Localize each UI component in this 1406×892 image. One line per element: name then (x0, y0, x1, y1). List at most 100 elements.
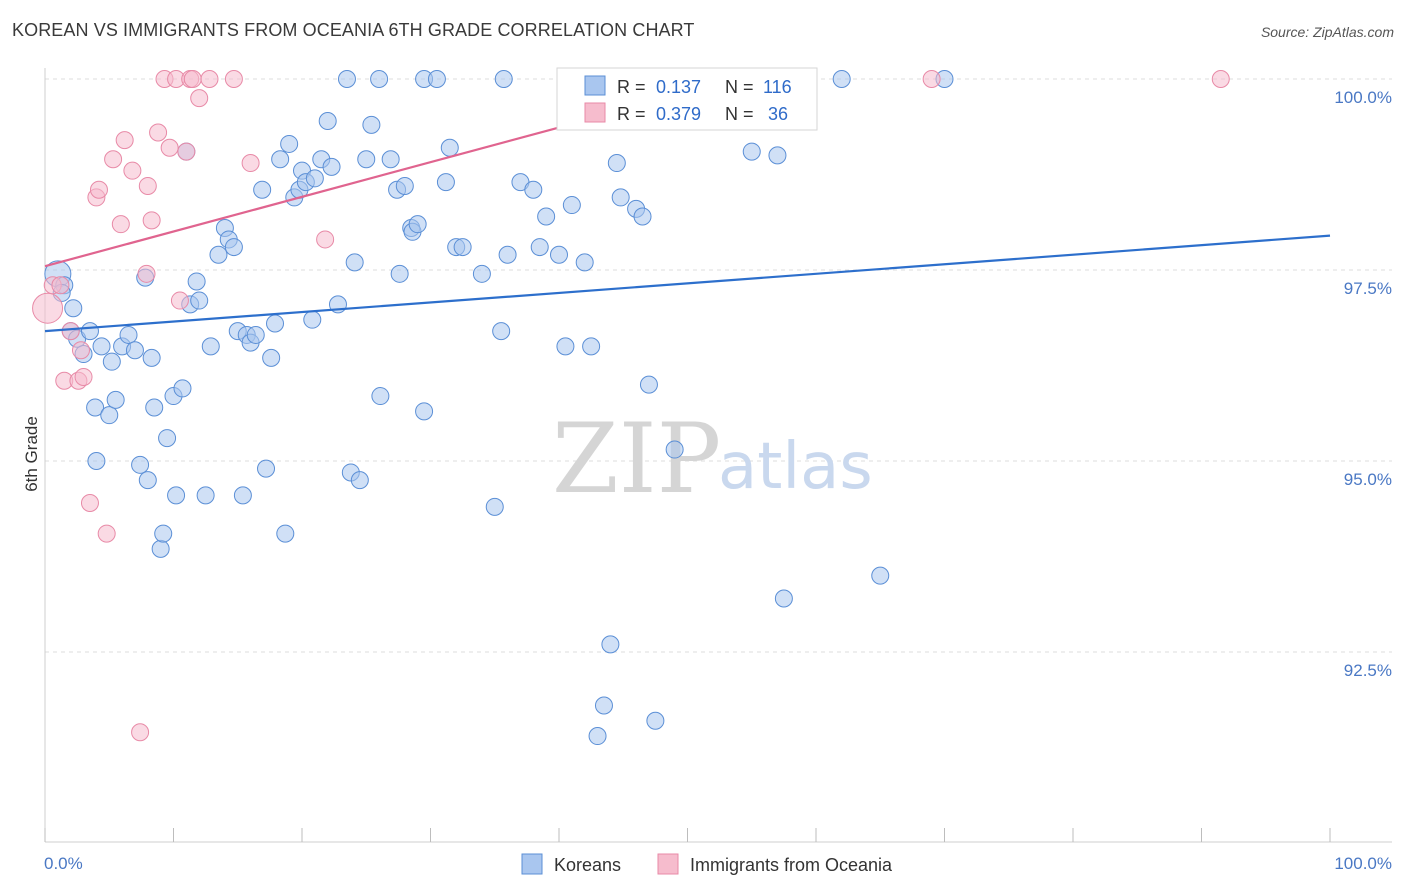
koreans-point (588, 727, 607, 746)
koreans-point (427, 70, 446, 88)
oceania-point (922, 70, 941, 88)
koreans-point (485, 497, 504, 516)
koreans-point (86, 398, 105, 417)
koreans-point (530, 238, 549, 257)
koreans-point (472, 264, 491, 283)
koreans-point (832, 70, 851, 88)
koreans-point (550, 245, 568, 264)
koreans-point (145, 398, 164, 417)
koreans-point (262, 348, 281, 367)
koreans-point (453, 238, 472, 257)
koreans-point (537, 207, 556, 226)
legend-label-koreans: Koreans (554, 855, 621, 875)
stats-r-value-oceania: 0.379 (656, 104, 701, 124)
oceania-point (190, 89, 209, 108)
koreans-point (142, 348, 161, 367)
koreans-point (774, 589, 793, 608)
koreans-point (102, 352, 121, 371)
trend-line-koreans (44, 234, 1331, 333)
legend-label-oceania: Immigrants from Oceania (690, 855, 893, 875)
koreans-point (633, 207, 652, 226)
koreans-point (100, 406, 119, 425)
koreans-point (173, 379, 192, 398)
koreans-point (271, 150, 290, 169)
oceania-point (123, 161, 142, 180)
oceania-point (241, 154, 260, 173)
koreans-point (201, 337, 220, 356)
oceania-point (51, 276, 70, 295)
koreans-point (92, 337, 111, 356)
koreans-point (395, 176, 414, 195)
oceania-point (149, 123, 168, 142)
koreans-point (370, 70, 389, 88)
stats-r-label-oceania: R = (617, 104, 646, 124)
koreans-point (871, 566, 890, 585)
koreans-point (106, 390, 125, 409)
oceania-point (138, 176, 157, 195)
koreans-point (276, 524, 295, 543)
source-credit: Source: ZipAtlas.com (1260, 24, 1394, 40)
koreans-point (305, 169, 324, 188)
koreans-point (440, 138, 459, 157)
oceania-point (111, 215, 130, 234)
koreans-point (224, 238, 243, 257)
stats-swatch-oceania (584, 102, 606, 123)
watermark-atlas: atlas (718, 430, 873, 504)
oceania-point (74, 367, 93, 386)
stats-n-value-oceania: 36 (768, 104, 788, 124)
koreans-point (611, 188, 630, 207)
koreans-point (601, 635, 620, 654)
koreans-point (408, 215, 427, 234)
oceania-point (137, 264, 156, 283)
koreans-point (266, 314, 285, 333)
koreans-point (253, 180, 272, 199)
legend-swatch-koreans (521, 853, 543, 875)
stats-r-value-koreans: 0.137 (656, 77, 701, 97)
koreans-point (119, 325, 138, 344)
koreans-point (158, 429, 177, 448)
series-koreans (44, 70, 954, 746)
stats-box: R = 0.137 N = 116 R = 0.379 N = 36 (556, 67, 818, 131)
oceania-point (224, 70, 243, 88)
oceania-point (177, 142, 196, 161)
oceania-point (89, 180, 108, 199)
koreans-point (492, 322, 511, 341)
koreans-point (494, 70, 513, 88)
legend-swatch-oceania (657, 853, 679, 875)
koreans-point (246, 325, 265, 344)
koreans-point (436, 173, 455, 192)
koreans-point (345, 253, 364, 272)
koreans-point (357, 150, 376, 169)
stats-n-label-koreans: N = (725, 77, 754, 97)
koreans-point (280, 134, 299, 153)
koreans-point (390, 264, 409, 283)
y-tick-label-2: 97.5% (1344, 279, 1392, 298)
koreans-point (167, 486, 186, 505)
chart-title: KOREAN VS IMMIGRANTS FROM OCEANIA 6TH GR… (12, 20, 695, 40)
koreans-point (190, 291, 209, 310)
stats-r-label-koreans: R = (617, 77, 646, 97)
oceania-point (170, 291, 189, 310)
koreans-point (151, 539, 170, 558)
stats-swatch-koreans (584, 75, 606, 96)
koreans-point (524, 180, 543, 199)
tick-labels: 92.5% 95.0% 97.5% 100.0% 0.0% 100.0% (44, 88, 1392, 873)
koreans-point (594, 696, 613, 715)
oceania-point (1211, 70, 1230, 88)
oceania-point (32, 292, 64, 324)
watermark: ZIP atlas (552, 403, 873, 515)
koreans-point (138, 471, 157, 490)
koreans-point (187, 272, 206, 291)
koreans-point (87, 452, 106, 470)
koreans-point (665, 440, 684, 459)
x-tick-label-max: 100.0% (1334, 854, 1392, 873)
koreans-point (575, 253, 594, 272)
stats-n-value-koreans: 116 (763, 77, 792, 97)
koreans-point (80, 322, 99, 341)
y-tick-label-1: 95.0% (1344, 470, 1392, 489)
oceania-point (71, 341, 90, 360)
oceania-point (61, 322, 80, 341)
koreans-point (639, 375, 658, 394)
koreans-point (125, 341, 144, 360)
koreans-point (371, 387, 390, 406)
